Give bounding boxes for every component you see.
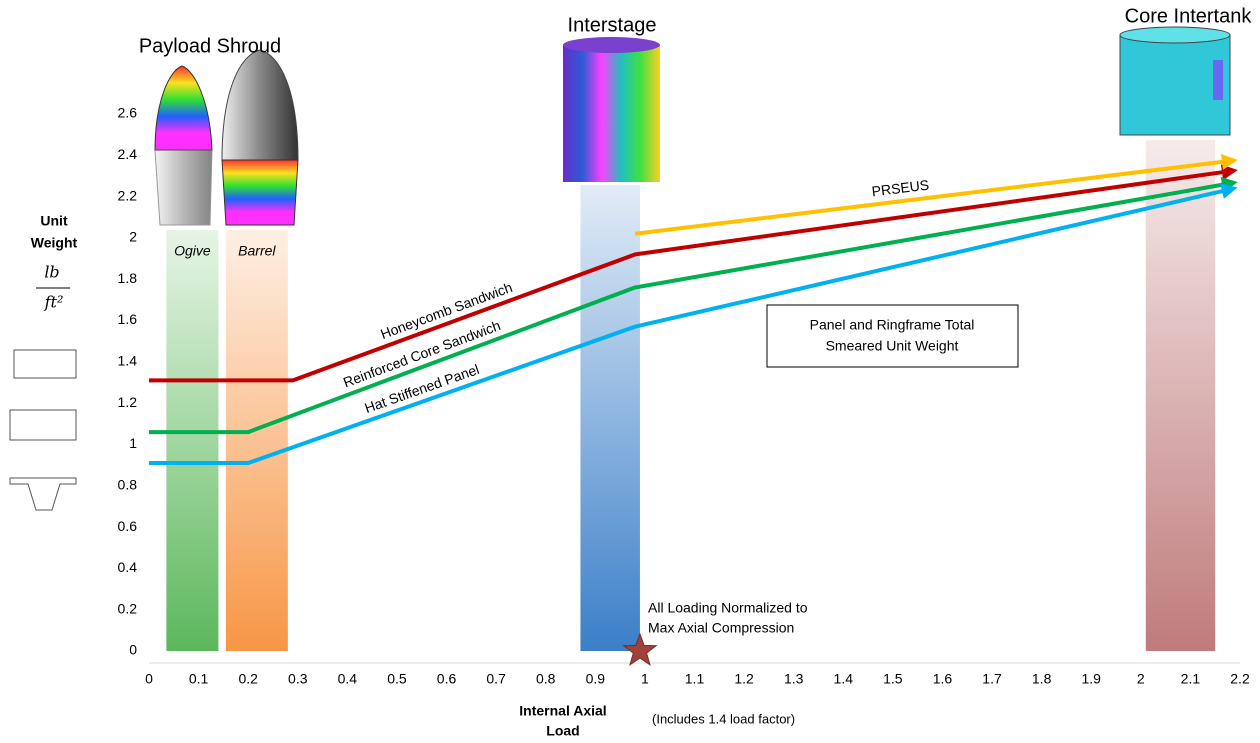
x-label: Load — [546, 723, 579, 739]
x-tick-label: 1.9 — [1081, 671, 1101, 687]
x-tick-label: 0.3 — [288, 671, 308, 687]
y-tick-label: 0.2 — [118, 600, 138, 616]
band-label: Barrel — [238, 243, 276, 259]
y-label: Unit — [40, 213, 68, 229]
y-tick-label: 2.6 — [118, 105, 138, 121]
band — [166, 230, 219, 651]
x-tick-label: 1.4 — [834, 671, 854, 687]
box-text: Smeared Unit Weight — [826, 338, 959, 354]
x-tick-label: 1.1 — [685, 671, 705, 687]
y-tick-label: 0.8 — [118, 476, 138, 492]
x-tick-label: 1.3 — [784, 671, 804, 687]
x-tick-label: 2.2 — [1230, 671, 1250, 687]
star-marker — [622, 632, 658, 666]
component-label: Interstage — [568, 14, 657, 36]
x-tick-label: 0 — [145, 671, 153, 687]
x-tick-label: 1.7 — [982, 671, 1002, 687]
band — [1145, 140, 1216, 651]
x-tick-label: 0.7 — [486, 671, 506, 687]
y-tick-label: 1.8 — [118, 270, 138, 286]
component-label: Payload Shroud — [139, 35, 281, 57]
x-tick-label: 0.5 — [387, 671, 407, 687]
series-line — [634, 153, 1238, 236]
x-tick-label: 1.6 — [933, 671, 953, 687]
band-label: Ogive — [174, 243, 211, 259]
y-tick-label: 2.4 — [118, 146, 138, 162]
unit-denominator: ft² — [44, 293, 64, 312]
unit-numerator: lb — [44, 263, 59, 282]
box-text: Panel and Ringframe Total — [810, 317, 975, 333]
y-tick-label: 2.2 — [118, 187, 138, 203]
x-label: Internal Axial — [519, 703, 606, 719]
x-note: (Includes 1.4 load factor) — [652, 711, 795, 726]
x-tick-label: 2.1 — [1181, 671, 1201, 687]
x-tick-label: 0.9 — [586, 671, 606, 687]
y-tick-label: 0.4 — [118, 559, 138, 575]
y-tick-label: 1.6 — [118, 311, 138, 327]
note-box — [766, 304, 1019, 368]
x-tick-label: 0.4 — [338, 671, 358, 687]
y-label: Weight — [31, 235, 78, 251]
band — [225, 230, 288, 651]
component-images — [9, 26, 1231, 511]
y-tick-label: 1.2 — [118, 394, 138, 410]
x-tick-label: 0.2 — [238, 671, 258, 687]
component-label: Core Intertank — [1125, 5, 1253, 27]
x-tick-label: 1.2 — [734, 671, 754, 687]
x-tick-label: 1.8 — [1032, 671, 1052, 687]
x-tick-label: 1 — [641, 671, 649, 687]
annotation: All Loading Normalized to — [648, 600, 808, 616]
series-line — [149, 164, 1238, 383]
y-tick-label: 1.4 — [118, 353, 138, 369]
annotation: Max Axial Compression — [648, 620, 794, 636]
series-line — [149, 183, 1238, 466]
x-tick-label: 0.6 — [437, 671, 457, 687]
x-tick-label: 0.8 — [536, 671, 556, 687]
y-tick-label: 1 — [129, 435, 137, 451]
y-tick-label: 0 — [129, 642, 137, 658]
y-tick-label: 2 — [129, 229, 137, 245]
x-tick-label: 2 — [1137, 671, 1145, 687]
y-tick-label: 0.6 — [118, 518, 138, 534]
x-tick-label: 0.1 — [189, 671, 209, 687]
series-label: PRSEUS — [871, 177, 930, 200]
series-line — [149, 176, 1238, 435]
x-tick-label: 1.5 — [883, 671, 903, 687]
